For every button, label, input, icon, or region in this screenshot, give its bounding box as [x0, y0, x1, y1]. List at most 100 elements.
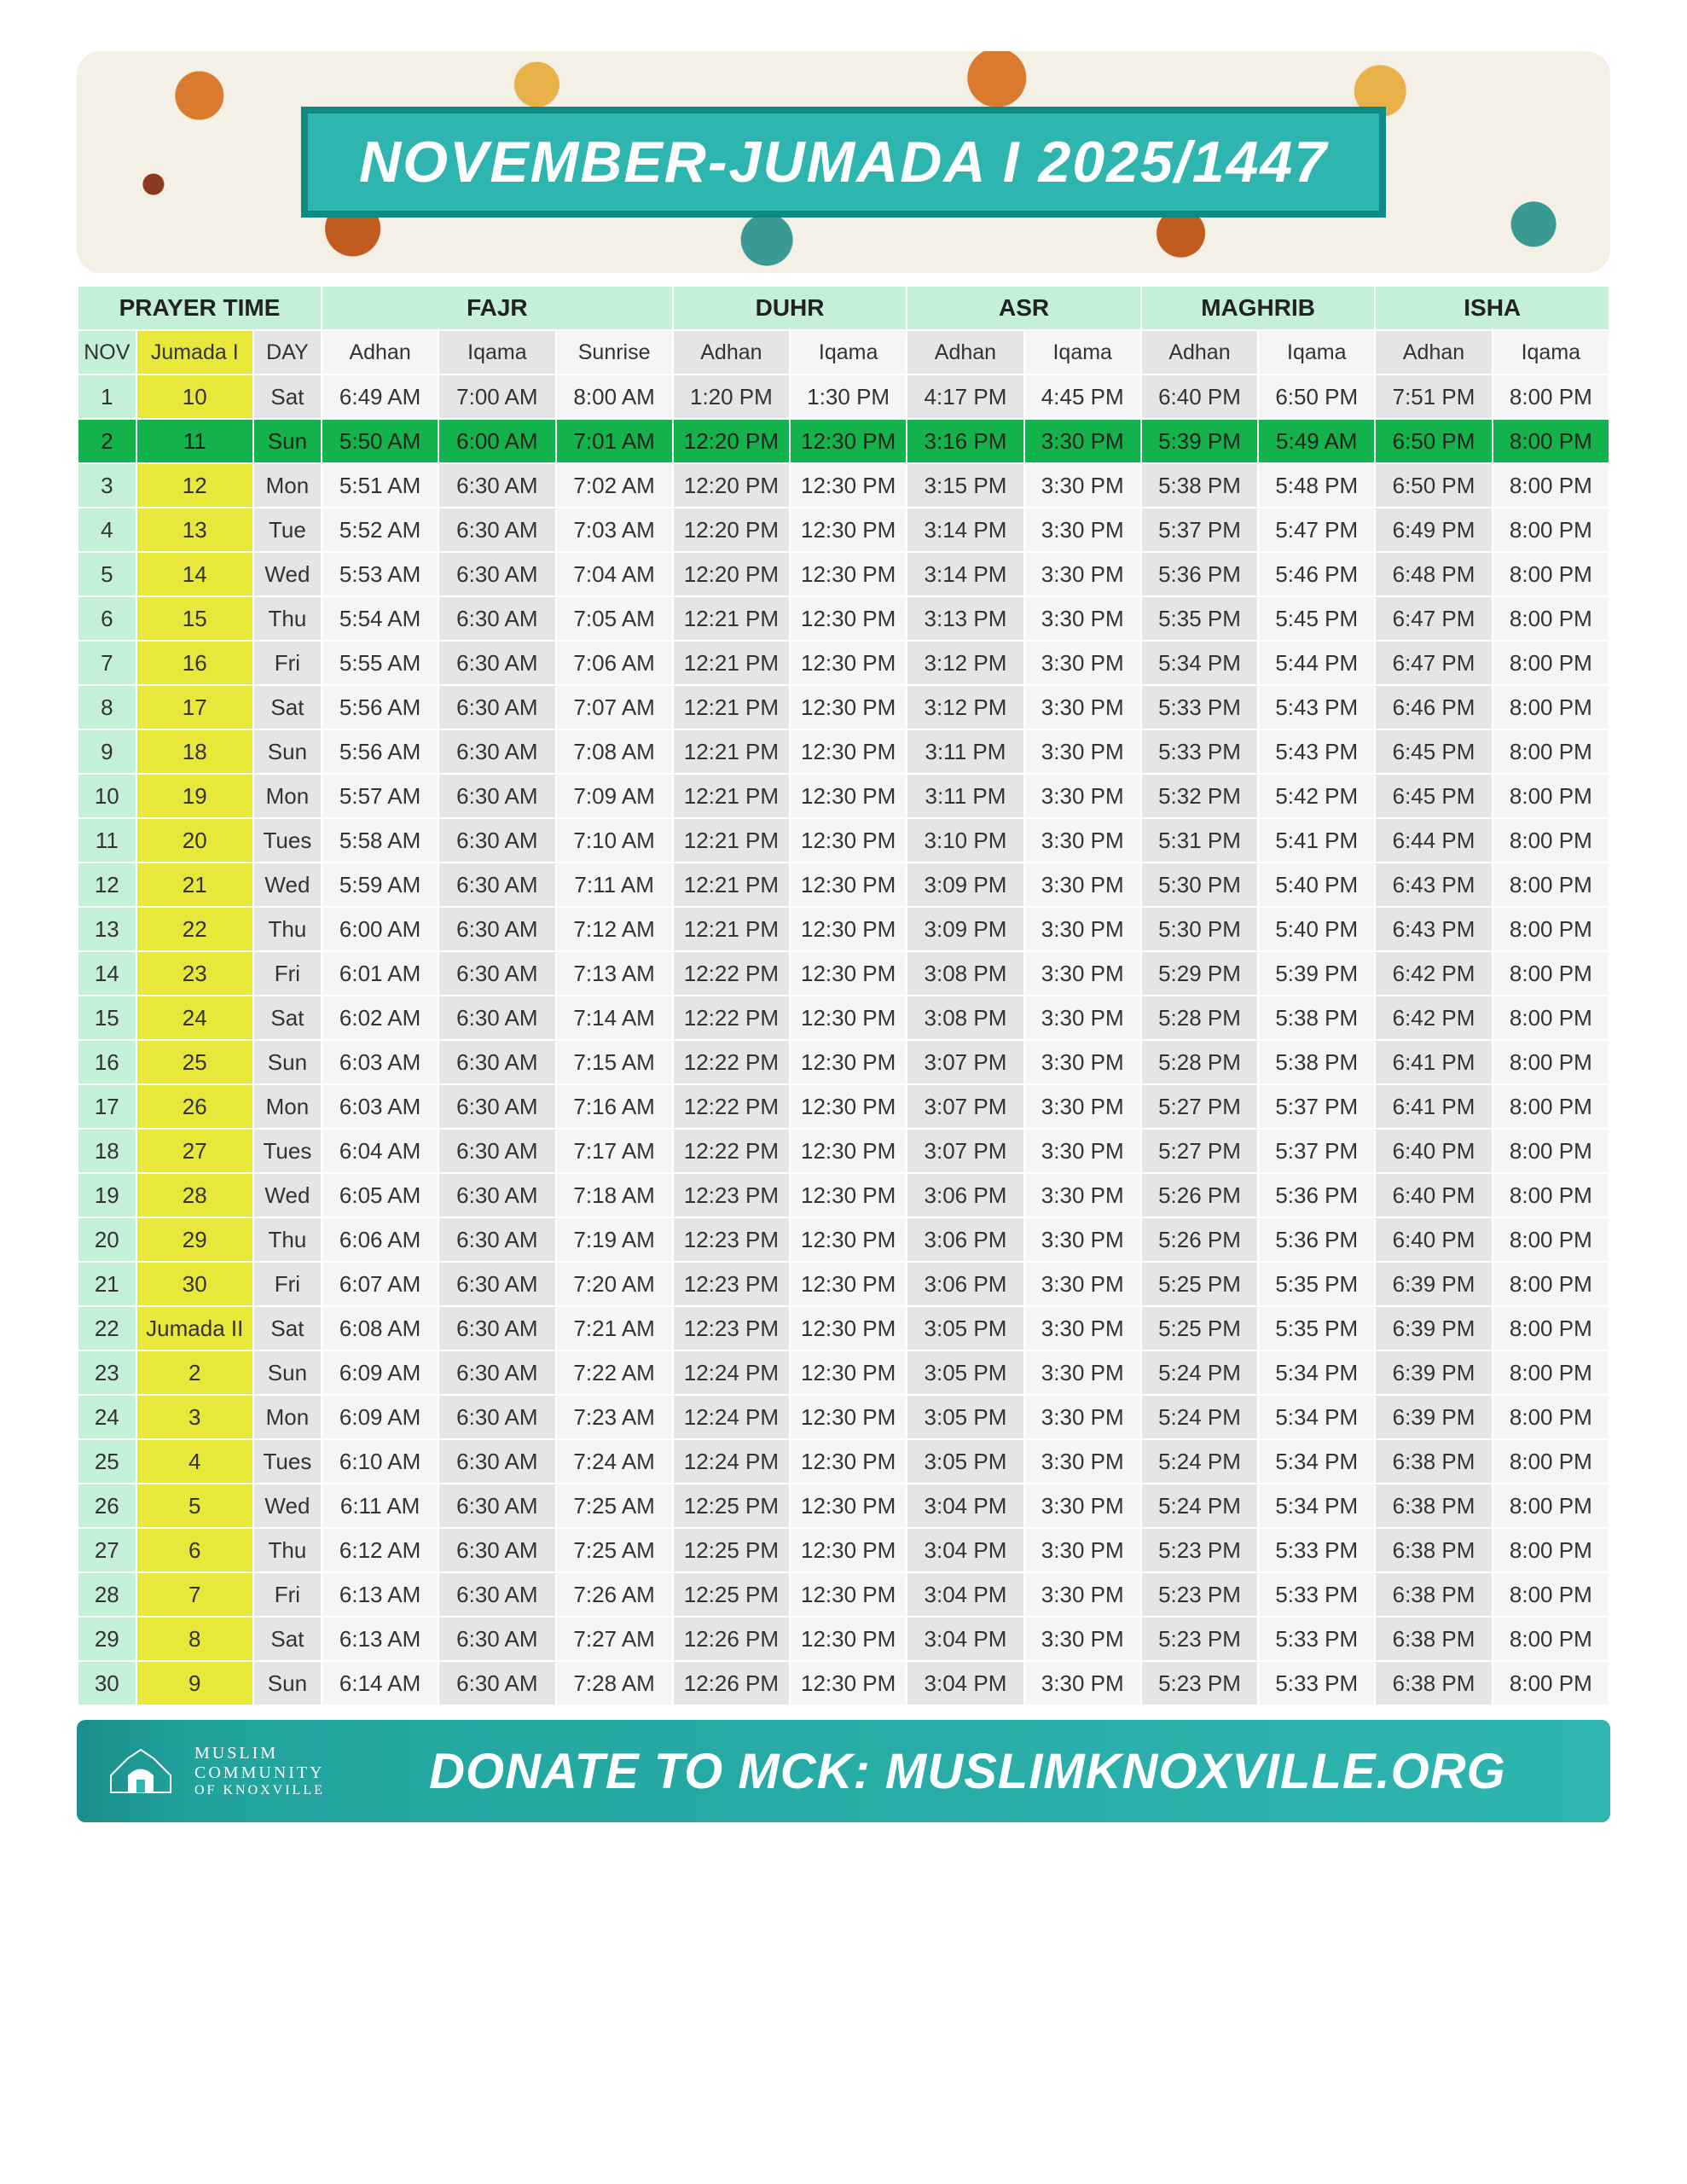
cell-time: 6:14 AM: [322, 1661, 438, 1705]
cell-time: 3:16 PM: [907, 419, 1023, 463]
cell-day: Wed: [253, 1484, 322, 1528]
cell-time: 3:11 PM: [907, 729, 1023, 774]
cell-time: 8:00 PM: [1493, 552, 1609, 596]
cell-time: 6:30 AM: [438, 685, 555, 729]
cell-time: 3:30 PM: [1024, 1528, 1141, 1572]
cell-day: Wed: [253, 1173, 322, 1217]
org-line1: MUSLIM: [194, 1744, 325, 1763]
cell-time: 12:30 PM: [790, 1528, 907, 1572]
cell-time: 6:03 AM: [322, 1040, 438, 1084]
sub-maghrib-adhan: Adhan: [1141, 330, 1258, 375]
cell-day: Tues: [253, 818, 322, 863]
cell-time: 12:30 PM: [790, 419, 907, 463]
cell-time: 6:04 AM: [322, 1129, 438, 1173]
cell-time: 5:40 PM: [1258, 863, 1375, 907]
cell-time: 3:06 PM: [907, 1217, 1023, 1262]
cell-time: 12:30 PM: [790, 1395, 907, 1439]
cell-time: 5:33 PM: [1141, 685, 1258, 729]
cell-day: Sat: [253, 375, 322, 419]
cell-time: 8:00 PM: [1493, 641, 1609, 685]
cell-time: 7:07 AM: [556, 685, 673, 729]
cell-time: 5:24 PM: [1141, 1484, 1258, 1528]
cell-time: 5:36 PM: [1141, 552, 1258, 596]
cell-time: 12:20 PM: [673, 508, 790, 552]
cell-time: 12:26 PM: [673, 1661, 790, 1705]
cell-time: 4:45 PM: [1024, 375, 1141, 419]
sub-asr-iqama: Iqama: [1024, 330, 1141, 375]
cell-time: 8:00 PM: [1493, 1306, 1609, 1350]
cell-time: 4:17 PM: [907, 375, 1023, 419]
cell-time: 8:00 PM: [1493, 1528, 1609, 1572]
cell-day: Sun: [253, 729, 322, 774]
cell-time: 7:19 AM: [556, 1217, 673, 1262]
cell-time: 5:35 PM: [1141, 596, 1258, 641]
cell-day: Tues: [253, 1439, 322, 1484]
cell-time: 12:21 PM: [673, 641, 790, 685]
cell-time: 6:38 PM: [1375, 1572, 1492, 1617]
cell-time: 3:08 PM: [907, 951, 1023, 996]
table-row: 243Mon6:09 AM6:30 AM7:23 AM12:24 PM12:30…: [78, 1395, 1609, 1439]
cell-day: Thu: [253, 1528, 322, 1572]
cell-time: 12:21 PM: [673, 818, 790, 863]
cell-time: 8:00 PM: [1493, 774, 1609, 818]
footer-bar: MUSLIM COMMUNITY OF KNOXVILLE DONATE TO …: [77, 1720, 1610, 1822]
cell-time: 5:38 PM: [1141, 463, 1258, 508]
cell-time: 6:09 AM: [322, 1395, 438, 1439]
cell-time: 6:30 AM: [438, 1306, 555, 1350]
cell-time: 6:40 PM: [1375, 1129, 1492, 1173]
cell-day: Fri: [253, 1572, 322, 1617]
cell-time: 3:30 PM: [1024, 1395, 1141, 1439]
cell-nov: 7: [78, 641, 136, 685]
cell-time: 12:21 PM: [673, 863, 790, 907]
cell-time: 5:23 PM: [1141, 1572, 1258, 1617]
table-row: 276Thu6:12 AM6:30 AM7:25 AM12:25 PM12:30…: [78, 1528, 1609, 1572]
cell-time: 6:40 PM: [1141, 375, 1258, 419]
cell-time: 8:00 PM: [1493, 1262, 1609, 1306]
cell-time: 7:05 AM: [556, 596, 673, 641]
cell-time: 6:30 AM: [438, 1040, 555, 1084]
cell-hijri: 20: [136, 818, 253, 863]
cell-time: 12:23 PM: [673, 1306, 790, 1350]
cell-time: 3:30 PM: [1024, 1173, 1141, 1217]
cell-time: 5:57 AM: [322, 774, 438, 818]
cell-day: Sat: [253, 685, 322, 729]
cell-nov: 27: [78, 1528, 136, 1572]
hdr-duhr: DUHR: [673, 286, 907, 330]
cell-time: 3:05 PM: [907, 1350, 1023, 1395]
cell-day: Sat: [253, 1617, 322, 1661]
cell-day: Mon: [253, 1395, 322, 1439]
cell-time: 7:10 AM: [556, 818, 673, 863]
cell-time: 6:10 AM: [322, 1439, 438, 1484]
cell-time: 6:01 AM: [322, 951, 438, 996]
cell-day: Fri: [253, 641, 322, 685]
cell-time: 3:30 PM: [1024, 685, 1141, 729]
cell-time: 5:33 PM: [1258, 1661, 1375, 1705]
cell-time: 12:30 PM: [790, 1617, 907, 1661]
cell-time: 7:00 AM: [438, 375, 555, 419]
cell-time: 8:00 PM: [1493, 1395, 1609, 1439]
cell-time: 12:30 PM: [790, 1040, 907, 1084]
cell-time: 12:23 PM: [673, 1217, 790, 1262]
cell-time: 3:04 PM: [907, 1617, 1023, 1661]
cell-hijri: 2: [136, 1350, 253, 1395]
cell-time: 5:41 PM: [1258, 818, 1375, 863]
prayer-times-body: 110Sat6:49 AM7:00 AM8:00 AM1:20 PM1:30 P…: [78, 375, 1609, 1705]
table-row: 1524Sat6:02 AM6:30 AM7:14 AM12:22 PM12:3…: [78, 996, 1609, 1040]
cell-time: 3:30 PM: [1024, 907, 1141, 951]
cell-time: 5:25 PM: [1141, 1262, 1258, 1306]
cell-hijri: 22: [136, 907, 253, 951]
table-row: 716Fri5:55 AM6:30 AM7:06 AM12:21 PM12:30…: [78, 641, 1609, 685]
cell-time: 6:00 AM: [322, 907, 438, 951]
cell-time: 5:37 PM: [1141, 508, 1258, 552]
cell-time: 7:21 AM: [556, 1306, 673, 1350]
cell-time: 7:28 AM: [556, 1661, 673, 1705]
cell-day: Sun: [253, 419, 322, 463]
cell-hijri: 21: [136, 863, 253, 907]
cell-hijri: 30: [136, 1262, 253, 1306]
cell-time: 5:26 PM: [1141, 1217, 1258, 1262]
table-row: 254Tues6:10 AM6:30 AM7:24 AM12:24 PM12:3…: [78, 1439, 1609, 1484]
cell-time: 3:30 PM: [1024, 1661, 1141, 1705]
cell-time: 3:10 PM: [907, 818, 1023, 863]
cell-time: 7:20 AM: [556, 1262, 673, 1306]
cell-nov: 23: [78, 1350, 136, 1395]
